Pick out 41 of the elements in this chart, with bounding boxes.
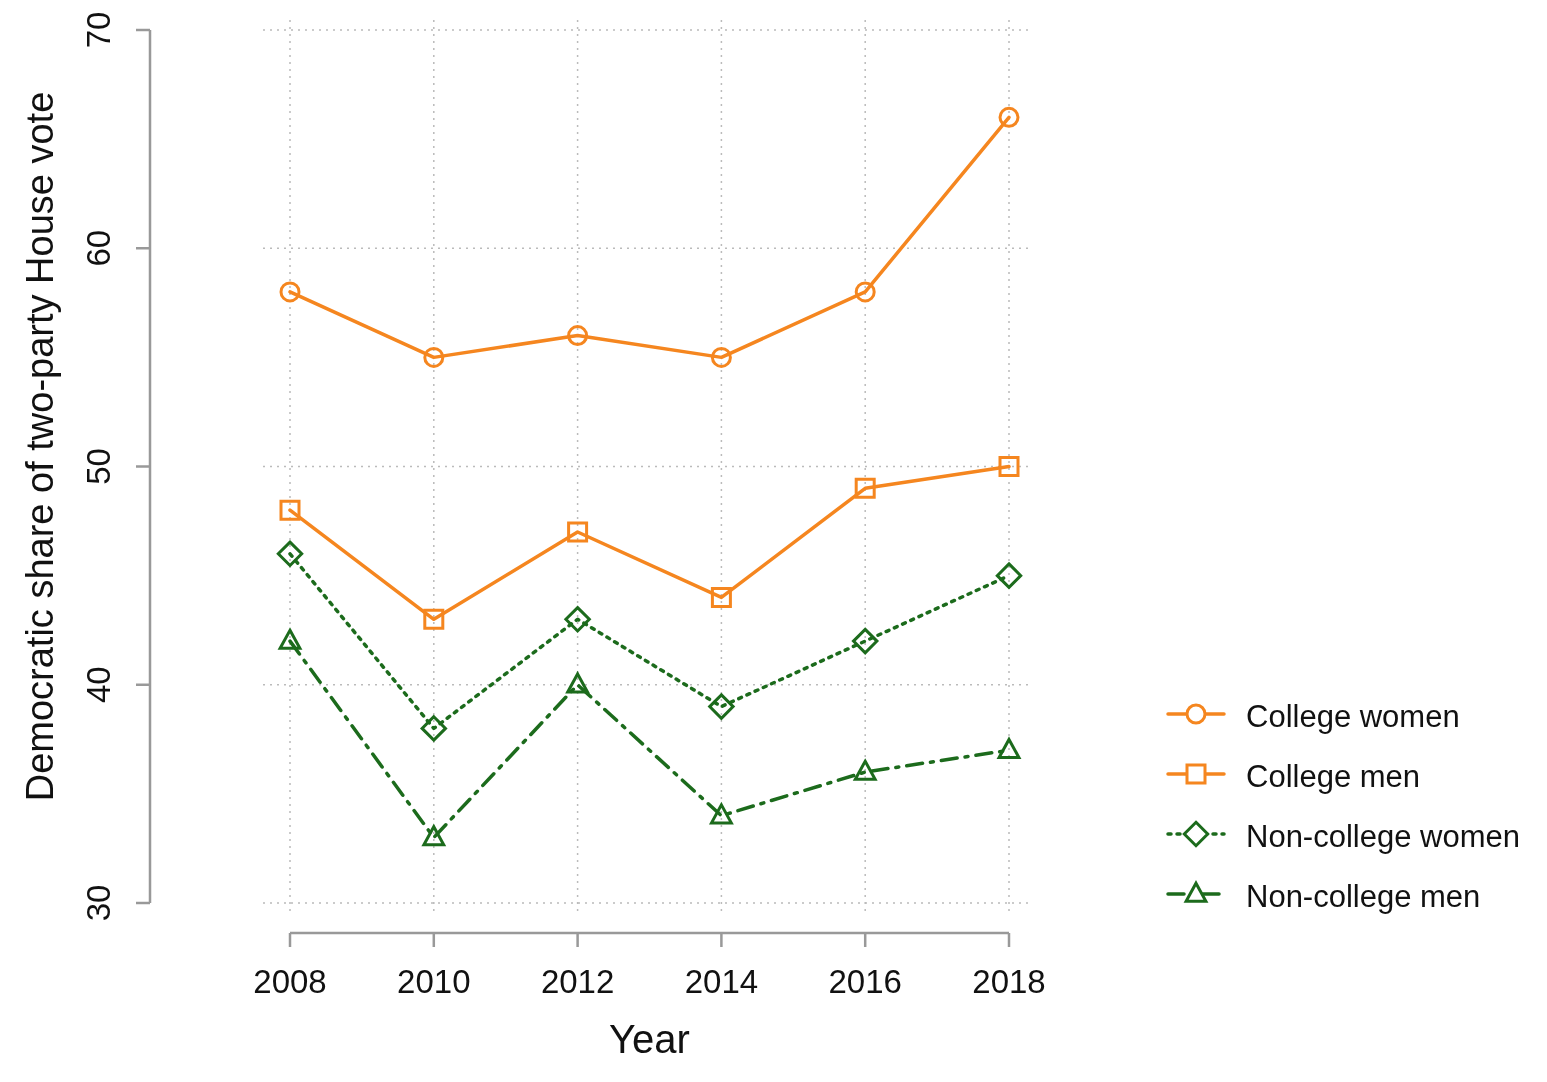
legend-label: Non-college women <box>1246 819 1520 854</box>
point <box>279 281 301 303</box>
point <box>564 606 591 633</box>
point <box>566 672 589 694</box>
point <box>710 586 732 608</box>
point <box>995 562 1023 589</box>
point <box>276 540 304 567</box>
point <box>423 608 445 630</box>
point <box>423 346 445 368</box>
y-tick-label: 70 <box>80 11 117 49</box>
x-tick-label: 2014 <box>684 963 759 1000</box>
point <box>998 106 1020 128</box>
point <box>710 803 733 825</box>
y-tick-label: 50 <box>80 448 117 485</box>
x-tick-label: 2016 <box>828 963 902 1000</box>
point <box>997 737 1021 759</box>
y-tick-label: 30 <box>80 884 117 922</box>
point <box>853 759 877 781</box>
point <box>854 477 876 499</box>
point <box>854 281 876 303</box>
point <box>567 521 589 543</box>
y-tick-label: 40 <box>80 666 117 704</box>
y-axis-title: Democratic share of two-party House vote <box>19 91 61 802</box>
x-tick-label: 2018 <box>972 963 1046 1000</box>
point <box>710 346 732 368</box>
x-tick-label: 2008 <box>253 963 327 1000</box>
legend-label: College women <box>1246 699 1460 734</box>
point <box>279 499 301 521</box>
point <box>708 693 735 720</box>
point <box>567 325 589 347</box>
point <box>278 628 302 650</box>
point <box>420 715 447 742</box>
point <box>998 456 1020 477</box>
x-tick-label: 2012 <box>540 963 615 1000</box>
point <box>852 627 879 655</box>
legend-label: Non-college men <box>1246 879 1481 914</box>
y-tick-label: 60 <box>80 229 117 267</box>
point <box>422 825 446 847</box>
x-tick-label: 2010 <box>397 963 471 1000</box>
x-axis-title: Year <box>609 1017 690 1061</box>
legend-label: College men <box>1246 759 1421 794</box>
